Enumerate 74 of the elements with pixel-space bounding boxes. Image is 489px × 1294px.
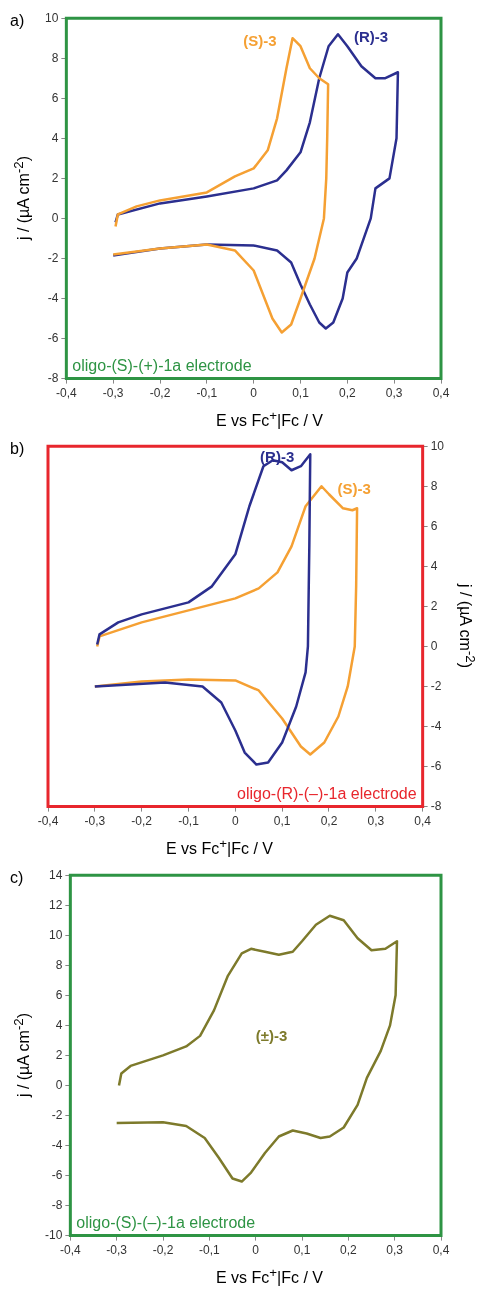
x-tick-label: 0,4	[414, 814, 432, 829]
x-tick-label: 0,1	[273, 814, 291, 829]
y-tick-label: 6	[51, 90, 59, 105]
x-axis-title: E vs Fc$^{+}$|Fc / V	[214, 408, 325, 431]
y-tick-label: 12	[48, 897, 63, 912]
x-tick-label: 0,1	[292, 386, 310, 401]
series-label: (R)-3	[353, 28, 389, 46]
y-tick-label: 8	[55, 957, 63, 972]
x-tick-label: 0,1	[293, 1242, 311, 1257]
x-tick-label: -0,4	[37, 814, 59, 829]
y2-tick-label: 0	[430, 639, 438, 654]
y-tick-label: 10	[48, 927, 63, 942]
x-tick-label: -0,3	[106, 1242, 128, 1257]
y2-tick-label: 10	[430, 438, 445, 453]
y-tick-label: 4	[51, 130, 59, 145]
x-tick-label: 0,2	[320, 814, 338, 829]
x-tick-label: -0,3	[84, 814, 106, 829]
x-axis-title: E vs Fc$^{+}$|Fc / V	[214, 1264, 325, 1287]
y-tick-label: -6	[47, 330, 59, 345]
x-tick-label: -0,1	[178, 814, 200, 829]
x-tick-label: -0,4	[60, 1242, 81, 1257]
y2-tick-label: 8	[430, 478, 438, 493]
y2-tick-label: -4	[430, 719, 442, 734]
x-tick-label: 0,4	[432, 1242, 450, 1257]
y2-tick-label: 6	[430, 518, 438, 533]
x-tick-label: -0,2	[152, 1242, 174, 1257]
x-tick-label: -0,4	[56, 386, 78, 401]
y-tick-label: 14	[48, 867, 63, 882]
y-tick-label: 2	[51, 170, 59, 185]
x-tick-label: 0	[252, 1242, 260, 1257]
y-tick-label: -8	[51, 1197, 63, 1212]
series-label: (R)-3	[260, 448, 295, 466]
x-tick-label: 0,4	[432, 386, 450, 401]
y2-tick-label: -8	[430, 799, 442, 814]
x-axis-title: E vs Fc$^{+}$|Fc / V	[164, 836, 275, 859]
x-tick-label: -0,1	[196, 386, 218, 401]
y-tick-label: 8	[51, 50, 59, 65]
x-tick-label: 0,2	[338, 386, 356, 401]
y-tick-label: -4	[51, 1137, 63, 1152]
y-tick-label: 6	[55, 987, 63, 1002]
annotation: oligo-(R)-(–)-1a electrode	[237, 784, 417, 802]
y2-tick-label: -2	[430, 679, 442, 694]
y-tick-label: -10	[45, 1227, 63, 1242]
x-tick-label: -0,2	[149, 386, 171, 401]
x-tick-label: 0,3	[367, 814, 385, 829]
x-tick-label: -0,3	[102, 386, 124, 401]
x-tick-label: -0,2	[131, 814, 153, 829]
y-tick-label: 0	[55, 1077, 63, 1092]
x-tick-label: 0	[231, 814, 239, 829]
x-tick-label: 0,3	[386, 1242, 404, 1257]
annotation: oligo-(S)-(–)-1a electrode	[76, 1213, 256, 1231]
x-tick-label: 0,3	[385, 386, 403, 401]
x-tick-label: 0	[250, 386, 258, 401]
y-tick-label: 2	[55, 1047, 63, 1062]
chart-title: a)	[10, 12, 25, 30]
y-tick-label: 10	[44, 10, 59, 25]
chart-title: c)	[10, 868, 24, 887]
annotation: oligo-(S)-(+)-1a electrode	[72, 356, 252, 374]
y-tick-label: -2	[51, 1107, 63, 1122]
y2-tick-label: 2	[430, 599, 438, 614]
x-tick-label: -0,1	[199, 1242, 220, 1257]
text: (±)-3	[255, 1026, 288, 1044]
x-tick-label: 0,2	[339, 1242, 357, 1257]
y-tick-label: 4	[55, 1017, 63, 1032]
y-tick-label: -6	[51, 1167, 63, 1182]
y-tick-label: -4	[47, 290, 59, 305]
y-tick-label: -8	[47, 370, 59, 385]
y2-tick-label: -6	[430, 759, 442, 774]
y-tick-label: 0	[51, 210, 59, 225]
y-tick-label: -2	[47, 250, 59, 265]
series-label: (S)-3	[337, 480, 371, 498]
y2-tick-label: 4	[430, 558, 438, 573]
series-label: (S)-3	[243, 32, 277, 50]
chart-title: b)	[10, 440, 25, 459]
